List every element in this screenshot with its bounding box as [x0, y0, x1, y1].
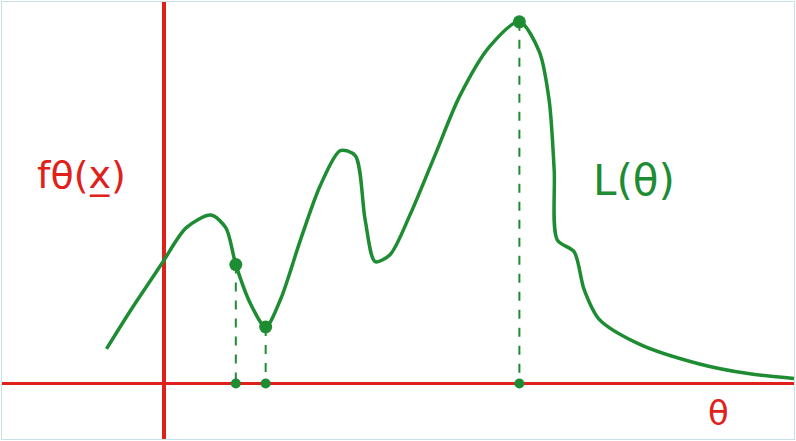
svg-text:θ: θ [708, 393, 729, 433]
svg-text:fθ(x̲): fθ(x̲) [37, 153, 126, 197]
svg-text:L(θ): L(θ) [593, 156, 675, 205]
